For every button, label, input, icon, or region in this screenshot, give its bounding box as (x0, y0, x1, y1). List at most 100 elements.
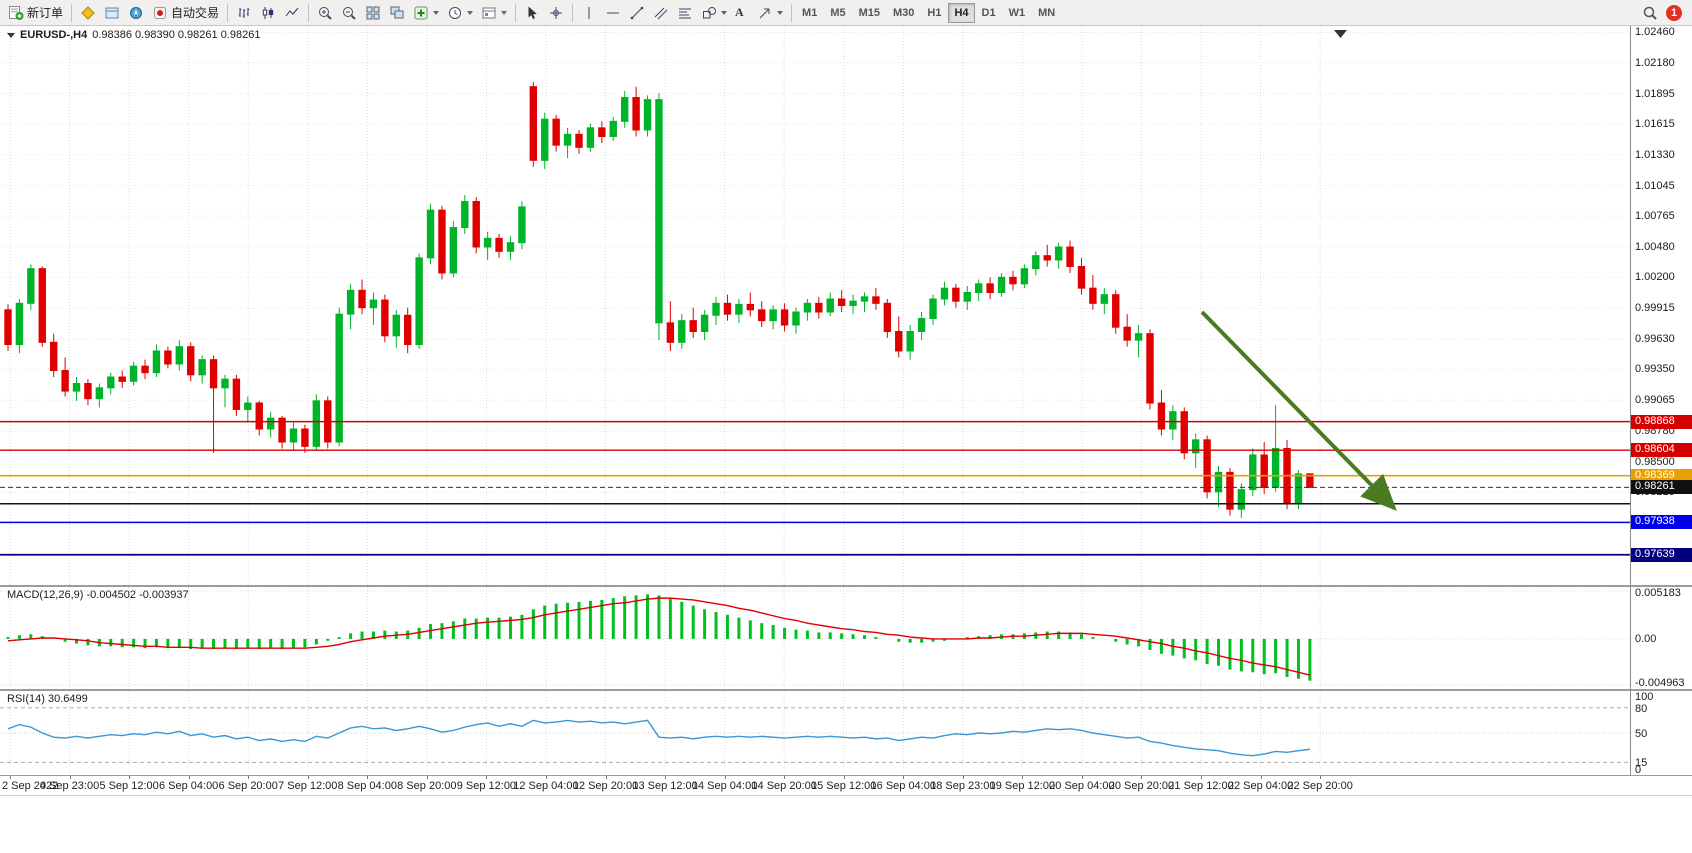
templates-button[interactable] (477, 2, 511, 24)
zoom-in-button[interactable] (313, 2, 337, 24)
candle-chart-icon (260, 5, 276, 21)
chevron-down-icon (433, 10, 440, 15)
fibonacci-icon (677, 5, 693, 21)
bars-chart-button[interactable] (232, 2, 256, 24)
market-watch-button[interactable] (76, 2, 100, 24)
vertical-line-button[interactable] (577, 2, 601, 24)
new-order-button[interactable]: 新订单 (4, 2, 67, 24)
tab-m1[interactable]: M1 (796, 3, 823, 23)
toolbar-separator (71, 3, 73, 22)
indicators-button[interactable] (409, 2, 443, 24)
tab-m30[interactable]: M30 (887, 3, 920, 23)
line-chart-button[interactable] (280, 2, 304, 24)
price-badge: 0.98369 (1631, 468, 1692, 483)
timeframe-toolbar: M1 M5 M15 M30 H1 H4 D1 W1 MN (796, 2, 1061, 23)
time-axis[interactable]: 2 Sep 2022 4 Sep 23:00 5 Sep 12:00 6 Sep 04… (0, 776, 1692, 796)
main-chart-panel: 1.02460 1.02180 1.01895 1.01615 1.01330 1.010… (0, 26, 1692, 585)
cursor-icon (524, 5, 540, 21)
tab-w1[interactable]: W1 (1003, 3, 1032, 23)
chevron-down-icon (501, 10, 508, 15)
navigator-button[interactable] (124, 2, 148, 24)
tab-m5[interactable]: M5 (824, 3, 851, 23)
time-axis-label: 18 Sep 23:00 (930, 780, 996, 792)
horizontal-line-button[interactable] (601, 2, 625, 24)
time-tick (1201, 776, 1202, 779)
panel-divider[interactable] (0, 585, 1692, 587)
candle-chart-button[interactable] (256, 2, 280, 24)
rsi-chart-canvas[interactable] (0, 691, 1630, 775)
macd-chart-canvas[interactable] (0, 587, 1630, 689)
price-axis-label: 1.02460 (1635, 26, 1675, 39)
time-tick (426, 776, 428, 779)
macd-histogram (6, 594, 1312, 681)
rsi-line (7, 719, 1310, 757)
macd-axis: 0.005183 0.00 -0.004963 (1630, 587, 1692, 689)
time-axis-label: 22 Sep 04:00 (1227, 780, 1294, 792)
time-tick (367, 776, 369, 779)
templates-icon (481, 5, 497, 21)
text-tool-button[interactable]: A (731, 2, 753, 24)
search-icon (1642, 5, 1658, 21)
data-window-icon (104, 5, 120, 21)
time-axis-label: 2 Sep 2022 (2, 780, 59, 792)
trendline-button[interactable] (625, 2, 649, 24)
candles-layer (4, 82, 1314, 518)
time-axis-label: 12 Sep 04:00 (513, 780, 579, 792)
zoom-out-icon (341, 5, 357, 21)
search-button[interactable] (1638, 2, 1662, 24)
time-tick (843, 776, 845, 779)
tab-d1[interactable]: D1 (976, 3, 1002, 23)
auto-trading-button[interactable]: 自动交易 (148, 2, 223, 24)
time-tick (962, 776, 964, 779)
fibonacci-button[interactable] (673, 2, 697, 24)
arrow-tool-button[interactable] (753, 2, 787, 24)
time-tick (307, 776, 309, 779)
panel-divider[interactable] (0, 689, 1692, 691)
time-axis-label: 14 Sep 04:00 (691, 780, 758, 792)
time-axis-label: 6 Sep 20:00 (218, 780, 278, 792)
price-axis-label: 1.00200 (1635, 271, 1675, 284)
price-axis-label: 1.01045 (1635, 179, 1675, 192)
time-axis-label: 21 Sep 12:00 (1168, 780, 1234, 792)
cascade-windows-button[interactable] (385, 2, 409, 24)
rsi-axis: 100 80 50 15 0 (1630, 691, 1692, 776)
cursor-button[interactable] (520, 2, 544, 24)
tab-h4[interactable]: H4 (948, 2, 975, 23)
trendline-icon (629, 5, 645, 21)
symbol-dropdown-icon[interactable] (7, 32, 15, 38)
macd-panel: 0.005183 0.00 -0.004963 MACD(12,26,9) -0.0… (0, 587, 1692, 689)
shapes-button[interactable] (697, 2, 731, 24)
tab-h1[interactable]: H1 (921, 3, 947, 23)
toolbar-separator (572, 3, 574, 22)
notification-badge[interactable]: 1 (1666, 4, 1682, 21)
tile-windows-button[interactable] (361, 2, 385, 24)
zoom-out-button[interactable] (337, 2, 361, 24)
price-axis-label: 1.00765 (1635, 210, 1675, 223)
shapes-icon (701, 5, 717, 21)
tab-m15[interactable]: M15 (853, 3, 886, 23)
periods-button[interactable] (443, 2, 477, 24)
data-window-button[interactable] (100, 2, 124, 24)
time-tick (188, 776, 190, 779)
time-axis-label: 9 Sep 12:00 (456, 780, 517, 792)
tab-mn[interactable]: MN (1032, 3, 1061, 23)
time-tick (903, 776, 905, 779)
time-tick (605, 776, 607, 779)
channel-button[interactable] (649, 2, 673, 24)
channel-icon (653, 5, 669, 21)
main-toolbar: 新订单 自动交易 (0, 0, 1692, 26)
crosshair-button[interactable] (544, 2, 568, 24)
panel-divider[interactable] (0, 775, 1692, 776)
bottom-strip (0, 796, 1692, 853)
price-axis-label: 1.00480 (1635, 241, 1675, 253)
time-tick (248, 776, 250, 779)
trend-arrow (1200, 310, 1397, 511)
time-tick (784, 776, 786, 779)
time-axis-label: 22 Sep 20:00 (1287, 780, 1353, 792)
line-chart-icon (284, 5, 300, 21)
text-tool-icon: A (735, 5, 744, 19)
rsi-axis-label: 100 (1635, 691, 1654, 703)
candlestick-chart-canvas[interactable] (0, 26, 1630, 585)
chart-area: 1.02460 1.02180 1.01895 1.01615 1.01330 1.010… (0, 26, 1692, 853)
